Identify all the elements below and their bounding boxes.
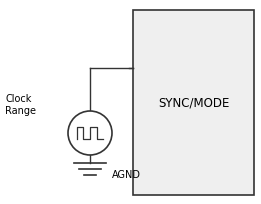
Text: SYNC/MODE: SYNC/MODE <box>158 96 229 109</box>
Circle shape <box>68 111 112 155</box>
Text: Clock
Range: Clock Range <box>5 94 36 116</box>
Text: AGND: AGND <box>112 170 141 180</box>
Bar <box>133 10 254 195</box>
